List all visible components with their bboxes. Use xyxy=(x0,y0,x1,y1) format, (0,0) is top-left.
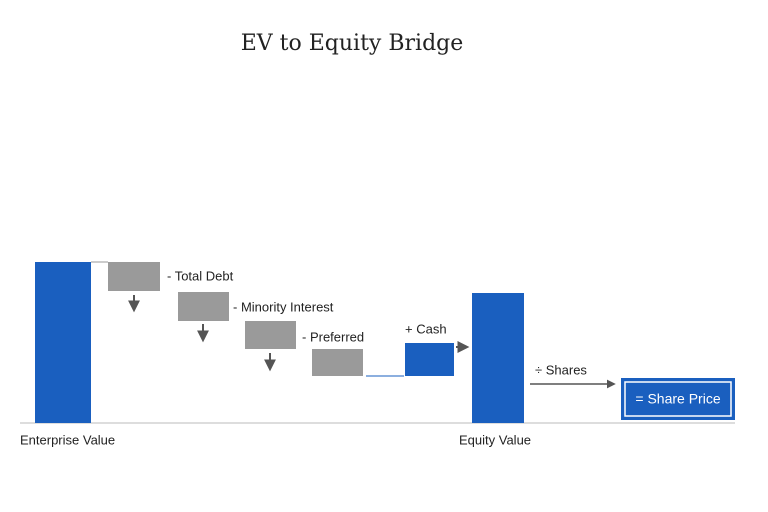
shares-label: ÷ Shares xyxy=(535,362,587,377)
equity-value-bar xyxy=(472,293,524,423)
axis-label: Enterprise Value xyxy=(20,432,115,447)
share-price-box xyxy=(621,378,735,420)
minority-box xyxy=(178,292,229,321)
share-price-label: = Share Price xyxy=(635,391,720,407)
cash-label: + Cash xyxy=(405,321,447,336)
preferred-label: - Preferred xyxy=(302,329,364,344)
enterprise-value-bar xyxy=(35,262,91,423)
axis-label: Equity Value xyxy=(459,432,531,447)
preferred-box xyxy=(245,321,296,349)
share-price-inner-border xyxy=(624,381,732,417)
debt-label: - Total Debt xyxy=(167,268,234,283)
title: EV to Equity Bridge xyxy=(241,31,464,56)
cash-box xyxy=(405,343,454,376)
debt-box xyxy=(108,262,160,291)
residual-box xyxy=(312,349,363,376)
minority-label: - Minority Interest xyxy=(233,299,334,314)
